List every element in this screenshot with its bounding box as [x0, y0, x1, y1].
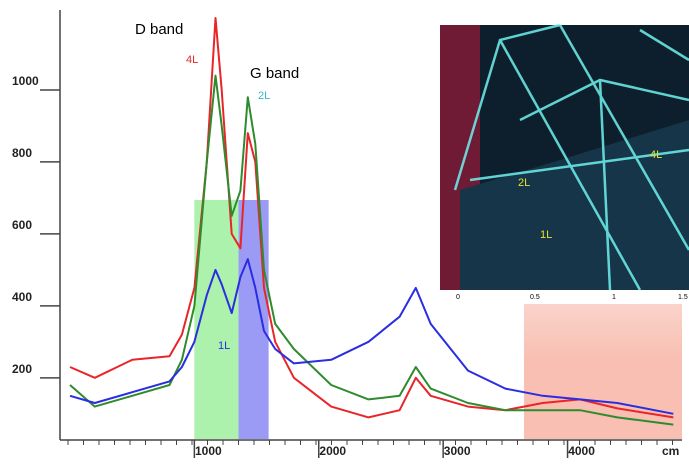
y-tick-label: 200	[12, 362, 32, 376]
inset-image: 2L 1L 4L 0 0.5 1 1.5	[440, 23, 689, 304]
x-tick-label: 3000	[444, 444, 471, 458]
x-tick-label: 2000	[319, 444, 346, 458]
inset-tick: 0.5	[530, 294, 540, 301]
inset-region	[460, 120, 689, 290]
inset-label: 2L	[518, 177, 530, 189]
blue-label: 1L	[218, 340, 230, 352]
inset-label: 1L	[540, 229, 552, 241]
x-unit: cm	[662, 444, 679, 458]
series-line	[69, 17, 674, 419]
inset-tick: 0	[456, 294, 460, 301]
y-tick-label: 800	[12, 146, 32, 160]
green-label: 2L	[258, 90, 270, 102]
y-tick-label: 400	[12, 290, 32, 304]
x-tick-label: 1000	[195, 444, 222, 458]
red-label: 4L	[186, 54, 198, 66]
inset-tick: 1	[612, 294, 616, 301]
inset-label: 4L	[650, 149, 662, 161]
plot	[69, 17, 674, 426]
band	[194, 200, 239, 439]
inset-edges	[453, 23, 689, 291]
g-band-label: G band	[250, 65, 299, 82]
band	[238, 200, 269, 439]
y-tick-label: 1000	[12, 74, 39, 88]
d-band-label: D band	[135, 21, 183, 38]
x-tick-label: 4000	[568, 444, 595, 458]
series-line	[69, 74, 674, 426]
series-line	[69, 258, 674, 415]
y-tick-label: 600	[12, 218, 32, 232]
inset-tick: 1.5	[678, 294, 688, 301]
inset-axis-strip	[440, 290, 689, 304]
